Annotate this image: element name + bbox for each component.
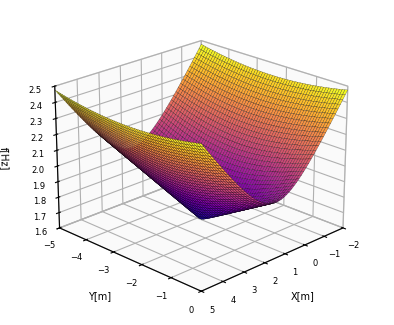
- X-axis label: X[m]: X[m]: [291, 292, 315, 302]
- Y-axis label: Y[m]: Y[m]: [88, 292, 111, 302]
